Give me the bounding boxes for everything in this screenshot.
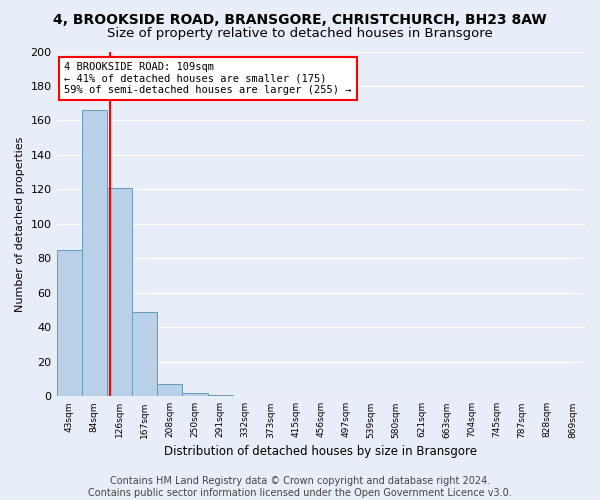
Bar: [182, 393, 208, 396]
Bar: [56, 250, 82, 396]
Text: Size of property relative to detached houses in Bransgore: Size of property relative to detached ho…: [107, 28, 493, 40]
X-axis label: Distribution of detached houses by size in Bransgore: Distribution of detached houses by size …: [164, 444, 477, 458]
Text: Contains HM Land Registry data © Crown copyright and database right 2024.
Contai: Contains HM Land Registry data © Crown c…: [88, 476, 512, 498]
Bar: [107, 188, 132, 396]
Bar: [82, 110, 107, 397]
Text: 4 BROOKSIDE ROAD: 109sqm
← 41% of detached houses are smaller (175)
59% of semi-: 4 BROOKSIDE ROAD: 109sqm ← 41% of detach…: [64, 62, 352, 95]
Bar: [208, 394, 233, 396]
Bar: [132, 312, 157, 396]
Text: 4, BROOKSIDE ROAD, BRANSGORE, CHRISTCHURCH, BH23 8AW: 4, BROOKSIDE ROAD, BRANSGORE, CHRISTCHUR…: [53, 12, 547, 26]
Y-axis label: Number of detached properties: Number of detached properties: [15, 136, 25, 312]
Bar: [157, 384, 182, 396]
